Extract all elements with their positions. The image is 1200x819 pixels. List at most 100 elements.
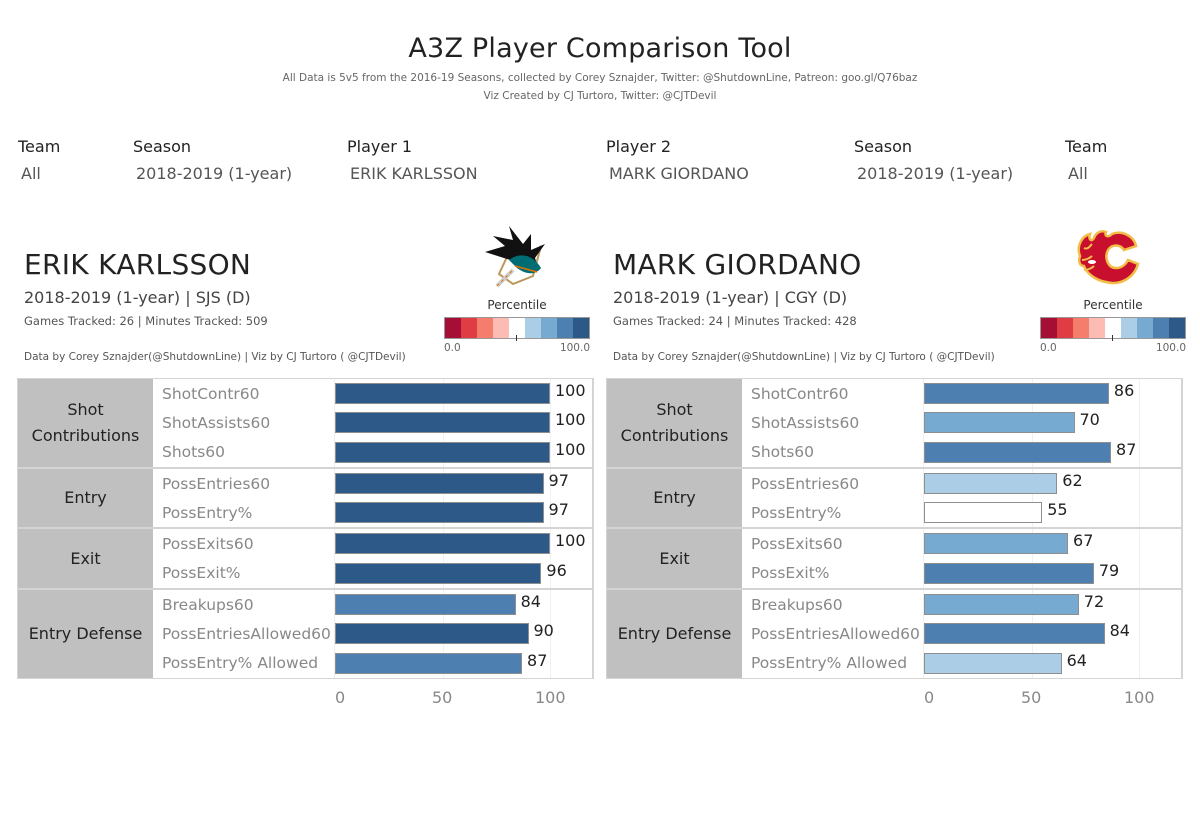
metric-group: Entry PossEntries60 62 PossEntry% 55 <box>607 466 1181 528</box>
gridline <box>1139 648 1140 678</box>
metric-label: ShotContr60 <box>751 384 849 403</box>
filter-player-1[interactable]: Player 1 ERIK KARLSSON <box>347 137 478 183</box>
percentile-bar[interactable] <box>335 594 516 616</box>
metric-group: Shot Contributions ShotContr60 100 ShotAssi… <box>18 379 592 467</box>
percentile-bar[interactable] <box>924 562 1094 584</box>
metric-label: Shots60 <box>162 443 226 462</box>
filter-value[interactable]: All <box>1068 164 1088 183</box>
metric-group: Exit PossExits60 100 PossExit% 96 <box>18 527 592 589</box>
bar-value-label: 97 <box>548 470 569 490</box>
table-row[interactable]: ShotContr60 86 <box>742 379 1181 409</box>
percentile-bar[interactable] <box>335 472 544 494</box>
percentile-bar[interactable] <box>335 533 550 555</box>
player-2-panel: MARK GIORDANO 2018-2019 (1-year) | CGY (… <box>606 220 1196 720</box>
category-label: Entry <box>607 468 742 528</box>
bar-cell: 97 <box>334 498 592 528</box>
metric-label: ShotAssists60 <box>162 413 271 432</box>
filter-value[interactable]: ERIK KARLSSON <box>350 164 478 183</box>
player-credit: Data by Corey Sznajder(@ShutdownLine) | … <box>613 351 995 363</box>
category-label: Shot Contributions <box>18 379 153 467</box>
table-row[interactable]: PossEntries60 62 <box>742 468 1181 499</box>
filter-season-1[interactable]: Season 2018-2019 (1-year) <box>133 137 292 183</box>
percentile-bar[interactable] <box>335 383 550 404</box>
gridline <box>1139 619 1140 649</box>
table-row[interactable]: PossExit% 79 <box>742 558 1181 589</box>
legend-swatch <box>461 318 477 338</box>
legend-swatch <box>1057 318 1073 338</box>
table-row[interactable]: Breakups60 72 <box>742 590 1181 620</box>
percentile-bar[interactable] <box>335 562 542 584</box>
player-credit: Data by Corey Sznajder(@ShutdownLine) | … <box>24 351 406 363</box>
filter-value[interactable]: MARK GIORDANO <box>609 164 749 183</box>
percentile-bar[interactable] <box>924 383 1109 404</box>
gridline <box>550 619 551 649</box>
bar-cell: 62 <box>923 468 1181 499</box>
table-row[interactable]: PossExit% 96 <box>153 558 592 589</box>
table-row[interactable]: PossEntry% Allowed 87 <box>153 648 592 678</box>
table-row[interactable]: ShotAssists60 70 <box>742 408 1181 438</box>
bar-value-label: 84 <box>1109 621 1130 641</box>
bar-value-label: 97 <box>548 500 569 520</box>
gridline <box>550 468 551 499</box>
table-row[interactable]: PossExits60 67 <box>742 529 1181 559</box>
player-name: MARK GIORDANO <box>613 248 862 281</box>
table-row[interactable]: PossEntriesAllowed60 84 <box>742 619 1181 649</box>
bar-cell: 79 <box>923 558 1181 589</box>
table-row[interactable]: PossEntries60 97 <box>153 468 592 499</box>
metric-label: ShotContr60 <box>162 384 260 403</box>
filter-value[interactable]: All <box>21 164 41 183</box>
filter-team-2[interactable]: Team All <box>1065 137 1107 183</box>
percentile-bar[interactable] <box>335 652 523 674</box>
filter-player-2[interactable]: Player 2 MARK GIORDANO <box>606 137 749 183</box>
table-row[interactable]: Shots60 87 <box>742 437 1181 467</box>
percentile-bar[interactable] <box>335 623 529 645</box>
legend-swatch <box>477 318 493 338</box>
gridline <box>550 648 551 678</box>
metric-group: Entry Defense Breakups60 72 PossEntriesAllo… <box>607 588 1181 678</box>
filter-team-1[interactable]: Team All <box>18 137 60 183</box>
percentile-bar[interactable] <box>924 623 1105 645</box>
x-axis-tick: 100 <box>535 688 566 707</box>
table-row[interactable]: PossEntry% 97 <box>153 498 592 528</box>
percentile-bar[interactable] <box>924 594 1079 616</box>
percentile-bar[interactable] <box>335 502 544 524</box>
player-games-minutes: Games Tracked: 24 | Minutes Tracked: 428 <box>613 314 857 328</box>
table-row[interactable]: PossExits60 100 <box>153 529 592 559</box>
filter-value[interactable]: 2018-2019 (1-year) <box>136 164 293 183</box>
table-row[interactable]: PossEntry% Allowed 64 <box>742 648 1181 678</box>
percentile-bar[interactable] <box>335 441 550 463</box>
table-row[interactable]: Breakups60 84 <box>153 590 592 620</box>
bar-value-label: 100 <box>555 410 586 430</box>
gridline <box>1139 590 1140 620</box>
percentile-bar[interactable] <box>924 412 1075 434</box>
filter-label: Season <box>854 137 913 156</box>
gridline <box>550 498 551 528</box>
gridline <box>1139 468 1140 499</box>
player-games-minutes: Games Tracked: 26 | Minutes Tracked: 509 <box>24 314 268 328</box>
bar-cell: 84 <box>334 590 592 620</box>
bar-value-label: 87 <box>1116 439 1137 459</box>
player-name: ERIK KARLSSON <box>24 248 252 281</box>
table-row[interactable]: ShotContr60 100 <box>153 379 592 409</box>
percentile-bar[interactable] <box>924 472 1058 494</box>
table-row[interactable]: PossEntriesAllowed60 90 <box>153 619 592 649</box>
filter-season-2[interactable]: Season 2018-2019 (1-year) <box>854 137 1013 183</box>
percentile-bar[interactable] <box>335 412 550 434</box>
percentile-bar[interactable] <box>924 441 1112 463</box>
filter-value[interactable]: 2018-2019 (1-year) <box>857 164 1014 183</box>
percentile-bar[interactable] <box>924 652 1062 674</box>
legend-swatch <box>573 318 589 338</box>
bar-value-label: 100 <box>555 531 586 551</box>
bar-value-label: 64 <box>1066 650 1087 670</box>
table-row[interactable]: Shots60 100 <box>153 437 592 467</box>
percentile-bar[interactable] <box>924 502 1043 524</box>
viz-credit-subtitle: Viz Created by CJ Turtoro, Twitter: @CJT… <box>483 90 717 102</box>
bar-value-label: 72 <box>1083 592 1105 612</box>
table-row[interactable]: PossEntry% 55 <box>742 498 1181 528</box>
percentile-bar[interactable] <box>924 533 1069 555</box>
legend-min: 0.0 <box>444 342 461 354</box>
legend-max: 100.0 <box>559 342 590 354</box>
bar-cell: 72 <box>923 590 1181 620</box>
bar-value-label: 84 <box>520 592 541 612</box>
table-row[interactable]: ShotAssists60 100 <box>153 408 592 438</box>
